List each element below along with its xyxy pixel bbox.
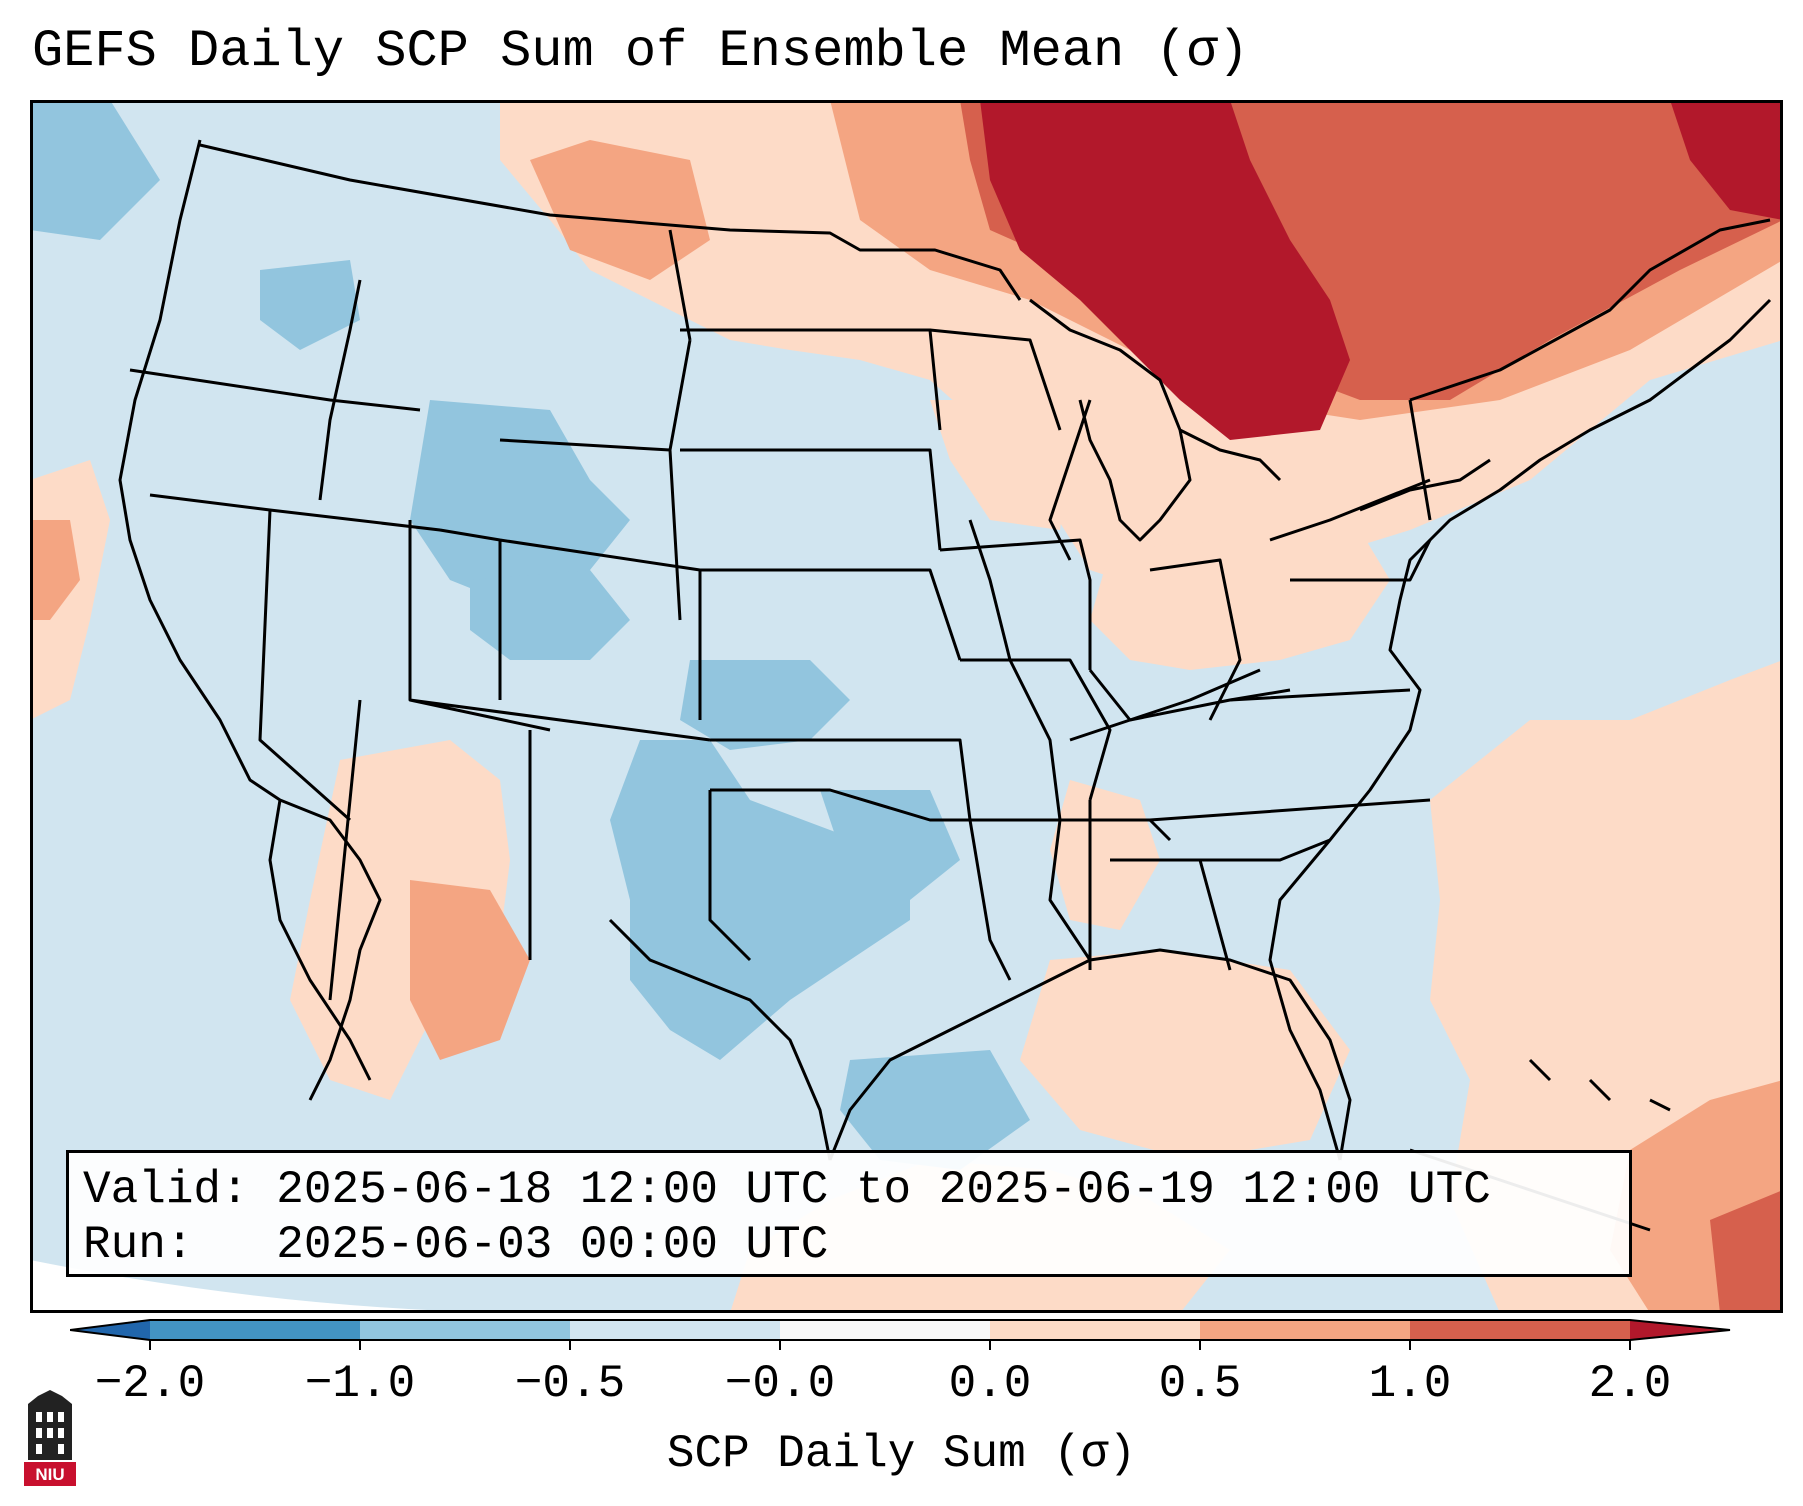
anomaly-upper-midwest [930, 400, 1070, 530]
no-data-region [30, 1260, 630, 1313]
map-frame [30, 100, 1783, 1313]
state-lines-south [1088, 399, 1432, 971]
tick-label: −2.0 [95, 1358, 205, 1410]
boundaries [118, 139, 1772, 1161]
anomaly-deep-south [1050, 780, 1160, 930]
colorbar-bin-7 [1410, 1320, 1630, 1340]
baja-peninsula [268, 799, 372, 1081]
tick-label: 0.0 [949, 1358, 1032, 1410]
run-label: Run: [83, 1219, 194, 1271]
tick-label: −1.0 [305, 1358, 415, 1410]
anomaly-colorado [470, 570, 630, 660]
anomaly-southwest [290, 740, 510, 1100]
colorbar-bin-3 [570, 1320, 780, 1340]
run-value: 2025-06-03 00:00 UTC [276, 1219, 829, 1271]
great-lakes [1029, 298, 1491, 561]
map-panel[interactable] [30, 100, 1783, 1313]
anomaly-gulf-west [840, 1050, 1030, 1170]
anomaly-gulf-coast [1020, 950, 1350, 1160]
valid-value: 2025-06-18 12:00 UTC to 2025-06-19 12:00… [276, 1164, 1491, 1216]
anomaly-kansas [680, 660, 850, 750]
anomaly-pacific-core [30, 520, 80, 620]
anomaly-core-ontario [980, 100, 1350, 440]
colorbar-bin-6 [1200, 1320, 1410, 1340]
bahamas [1528, 1058, 1671, 1112]
anomaly-ohio-valley [1090, 530, 1390, 670]
niu-logo: NIU [20, 1390, 80, 1490]
tick-label: 1.0 [1369, 1358, 1452, 1410]
colorbar-ticks [149, 1340, 1631, 1350]
us-canada-border [199, 143, 1771, 402]
colorbar-extend-high [1630, 1320, 1730, 1340]
anomaly-texas [610, 740, 910, 1060]
colorbar-bin-1 [150, 1320, 360, 1340]
cool-anomalies [30, 100, 1030, 1170]
valid-label: Valid: [83, 1164, 249, 1216]
atlantic-coast [1268, 298, 1772, 1161]
colorbar-extend-low [70, 1320, 150, 1340]
pacific-coast [118, 139, 382, 1101]
anomaly-quebec [1670, 100, 1783, 220]
logo-tower-icon [28, 1390, 72, 1460]
anomaly-mexico [410, 880, 530, 1060]
logo-badge [24, 1462, 76, 1486]
tick-label: −0.0 [725, 1358, 835, 1410]
ohio-river [1069, 668, 1261, 742]
colorbar-label: SCP Daily Sum (σ) [666, 1428, 1137, 1480]
anomaly-washington [30, 100, 160, 240]
tick-label: 0.5 [1159, 1358, 1242, 1410]
valid-run-infobox: Valid: 2025-06-18 12:00 UTC to 2025-06-1… [66, 1150, 1632, 1277]
anomaly-caribbean-core [1710, 1190, 1783, 1313]
anomaly-idaho [260, 260, 360, 350]
chart-title: GEFS Daily SCP Sum of Ensemble Mean (σ) [32, 22, 1249, 81]
mississippi-river [968, 519, 1092, 961]
colorbar-bin-2 [360, 1320, 570, 1340]
logo-text: NIU [35, 1465, 64, 1484]
colorbar-bin-5 [990, 1320, 1200, 1340]
tick-label: 2.0 [1589, 1358, 1672, 1410]
colorbar: −2.0 −1.0 −0.5 −0.0 0.0 0.5 1.0 2.0 [69, 1316, 1740, 1476]
tick-label: −0.5 [515, 1358, 625, 1410]
colorbar-bin-4 [780, 1320, 990, 1340]
anomaly-montana-north [530, 140, 710, 280]
